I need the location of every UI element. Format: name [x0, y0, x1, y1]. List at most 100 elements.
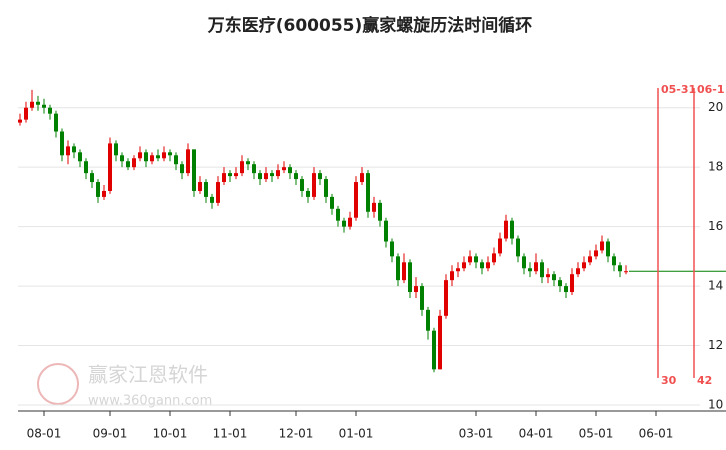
- candle-body: [558, 280, 562, 287]
- candle-body: [468, 256, 472, 263]
- candle-body: [462, 262, 466, 269]
- candle-body: [324, 179, 328, 197]
- candle-body: [402, 262, 406, 281]
- candle-body: [282, 167, 286, 171]
- candle-body: [90, 173, 94, 183]
- candle-body: [444, 280, 448, 316]
- candle-body: [138, 152, 142, 159]
- watermark-logo: [37, 363, 79, 405]
- candle-body: [588, 256, 592, 263]
- candle-body: [336, 208, 340, 221]
- candle-body: [252, 164, 256, 174]
- candle-body: [102, 190, 106, 197]
- cycle-date: 06-1: [697, 83, 725, 96]
- candle-body: [240, 161, 244, 174]
- candle-body: [186, 149, 190, 174]
- candle-body: [210, 196, 214, 203]
- candle-body: [414, 286, 418, 293]
- watermark-url: www.360gann.com: [88, 394, 212, 409]
- candle-body: [126, 161, 130, 168]
- candle-body: [540, 262, 544, 278]
- candle-body: [432, 330, 436, 370]
- candle-body: [528, 268, 532, 272]
- candle-body: [492, 253, 496, 263]
- candle-body: [306, 190, 310, 197]
- candle-body: [300, 179, 304, 191]
- candle-body: [132, 158, 136, 168]
- x-tick-label: 04-01: [519, 427, 554, 441]
- candle-body: [150, 155, 154, 162]
- candle-body: [534, 262, 538, 272]
- candle-body: [498, 238, 502, 254]
- candle-body: [228, 173, 232, 177]
- candle-body: [60, 131, 64, 156]
- x-tick-label: 08-01: [27, 427, 62, 441]
- candle-body: [600, 241, 604, 251]
- x-tick-label: 11-01: [213, 427, 248, 441]
- candle-body: [36, 101, 40, 105]
- cycle-date: 05-31: [661, 83, 696, 96]
- candle-body: [246, 161, 250, 165]
- candle-body: [612, 256, 616, 266]
- y-tick-label: 18: [708, 160, 723, 174]
- candle-body: [504, 220, 508, 239]
- candle-body: [456, 268, 460, 272]
- candle-body: [486, 262, 490, 269]
- candle-body: [198, 182, 202, 191]
- candle-body: [354, 182, 358, 218]
- candle-body: [258, 173, 262, 180]
- candle-body: [216, 182, 220, 203]
- candle-body: [312, 173, 316, 197]
- candle-body: [348, 217, 352, 227]
- candle-body: [276, 170, 280, 177]
- candle-body: [366, 173, 370, 212]
- candle-body: [546, 274, 550, 278]
- candle-body: [72, 146, 76, 153]
- candle-body: [270, 173, 274, 177]
- candle-body: [390, 241, 394, 257]
- candle-body: [24, 107, 28, 120]
- candle-body: [264, 173, 268, 180]
- candle-body: [42, 104, 46, 108]
- x-tick-label: 06-01: [639, 427, 674, 441]
- candle-body: [222, 173, 226, 183]
- x-tick-label: 09-01: [93, 427, 128, 441]
- candle-body: [234, 173, 238, 177]
- candle-body: [564, 286, 568, 293]
- candle-body: [450, 271, 454, 281]
- candle-body: [114, 143, 118, 156]
- candle-body: [330, 196, 334, 209]
- candle-body: [66, 146, 70, 156]
- candle-body: [156, 155, 160, 159]
- chart-title: 万东医疗(600055)赢家螺旋历法时间循环: [207, 15, 533, 36]
- candle-body: [420, 286, 424, 310]
- candle-body: [168, 152, 172, 156]
- candle-body: [480, 262, 484, 269]
- candle-body: [396, 256, 400, 281]
- y-tick-label: 14: [708, 279, 723, 293]
- candle-body: [120, 155, 124, 162]
- candle-body: [426, 309, 430, 331]
- candle-body: [84, 161, 88, 174]
- candle-body: [522, 256, 526, 269]
- x-tick-label: 12-01: [279, 427, 314, 441]
- candle-body: [18, 119, 22, 123]
- candle-body: [294, 173, 298, 180]
- x-tick-label: 03-01: [459, 427, 494, 441]
- candle-body: [552, 274, 556, 281]
- candle-body: [372, 202, 376, 212]
- candle-body: [618, 265, 622, 272]
- y-tick-label: 10: [708, 398, 723, 412]
- candle-body: [174, 155, 178, 165]
- candle-body: [162, 152, 166, 159]
- candle-body: [360, 173, 364, 183]
- candle-body: [48, 107, 52, 114]
- candle-body: [108, 143, 112, 191]
- candle-body: [606, 241, 610, 257]
- x-tick-label: 05-01: [579, 427, 614, 441]
- y-tick-label: 12: [708, 338, 723, 352]
- candle-body: [594, 250, 598, 257]
- candle-body: [288, 167, 292, 174]
- candle-body: [78, 152, 82, 162]
